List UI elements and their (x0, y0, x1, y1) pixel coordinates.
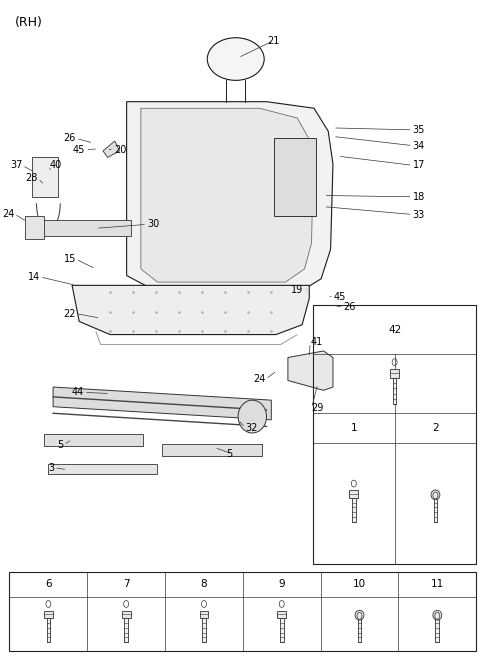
Text: 10: 10 (353, 579, 366, 590)
Bar (277, 611, 286, 619)
Bar (44, 611, 53, 619)
Text: 20: 20 (114, 144, 126, 155)
Text: 32: 32 (245, 422, 258, 433)
Ellipse shape (207, 37, 264, 80)
Polygon shape (53, 387, 271, 420)
Text: 24: 24 (2, 209, 14, 219)
Polygon shape (127, 102, 333, 292)
Bar (200, 611, 208, 619)
Text: 3: 3 (48, 462, 54, 473)
Text: 40: 40 (49, 160, 61, 171)
Ellipse shape (433, 610, 442, 620)
Text: 29: 29 (312, 403, 324, 413)
Bar (47, 619, 50, 642)
Bar (41, 220, 132, 236)
Text: 17: 17 (413, 160, 425, 171)
Bar (433, 498, 437, 522)
Text: 35: 35 (413, 125, 425, 135)
Bar (32, 157, 58, 197)
Text: 8: 8 (201, 579, 207, 590)
Ellipse shape (431, 490, 440, 500)
Text: 26: 26 (63, 133, 76, 144)
Bar (24, 216, 44, 239)
Bar (352, 498, 356, 522)
Bar (124, 619, 128, 642)
Bar (280, 619, 284, 642)
Text: 11: 11 (431, 579, 444, 590)
Text: 34: 34 (413, 140, 425, 151)
Text: 7: 7 (123, 579, 130, 590)
Text: 21: 21 (267, 35, 280, 46)
Text: 1: 1 (350, 423, 357, 433)
Bar (390, 369, 399, 378)
Polygon shape (103, 141, 120, 157)
Bar (349, 490, 358, 498)
Text: 19: 19 (291, 285, 303, 295)
Polygon shape (288, 351, 333, 390)
Bar (10, 572, 476, 651)
Bar (162, 444, 262, 456)
Bar (274, 138, 316, 216)
Text: 30: 30 (147, 219, 159, 230)
Text: 45: 45 (73, 144, 85, 155)
Text: 28: 28 (25, 173, 38, 184)
Text: 5: 5 (226, 449, 232, 459)
Polygon shape (72, 285, 309, 335)
Text: 18: 18 (413, 192, 425, 202)
Text: 26: 26 (343, 302, 356, 312)
Text: 45: 45 (334, 291, 346, 302)
Text: 44: 44 (72, 387, 84, 398)
Bar (122, 611, 131, 619)
Text: 6: 6 (45, 579, 52, 590)
Ellipse shape (355, 610, 364, 620)
Text: (RH): (RH) (15, 16, 43, 30)
Text: 22: 22 (63, 308, 76, 319)
Bar (48, 464, 157, 474)
Bar (202, 619, 206, 642)
Bar (44, 434, 143, 446)
Text: 37: 37 (10, 160, 22, 171)
Bar (313, 305, 476, 564)
Polygon shape (141, 108, 313, 282)
Text: 5: 5 (57, 440, 63, 450)
Text: 33: 33 (413, 209, 425, 220)
Text: 24: 24 (253, 374, 265, 384)
Ellipse shape (238, 400, 266, 433)
Text: 42: 42 (388, 325, 401, 335)
Bar (393, 378, 396, 404)
Bar (358, 619, 361, 642)
Text: 2: 2 (432, 423, 439, 433)
Text: 9: 9 (278, 579, 285, 590)
Text: 15: 15 (63, 254, 76, 264)
Text: 41: 41 (310, 337, 323, 348)
Text: 14: 14 (27, 272, 40, 282)
Bar (435, 619, 439, 642)
